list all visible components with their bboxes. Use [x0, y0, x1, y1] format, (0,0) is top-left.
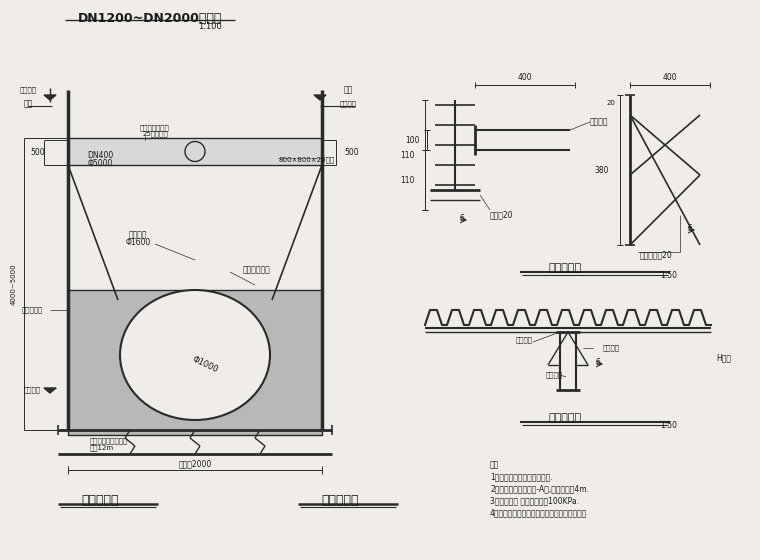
- Text: DN1200~DN2000管支护: DN1200~DN2000管支护: [78, 12, 222, 25]
- Text: 380: 380: [595, 166, 610, 175]
- Text: 110: 110: [400, 151, 414, 160]
- Text: 25号工字钢: 25号工字钢: [142, 130, 168, 137]
- Text: 6: 6: [688, 223, 692, 232]
- Bar: [68, 138, 322, 165]
- Text: H型钢: H型钢: [716, 353, 731, 362]
- Text: 回填素混凝土: 回填素混凝土: [242, 265, 270, 274]
- Text: 地面标高: 地面标高: [20, 87, 36, 94]
- Text: 1:50: 1:50: [660, 421, 677, 430]
- Text: 1:100: 1:100: [198, 21, 222, 30]
- Polygon shape: [314, 95, 326, 100]
- Ellipse shape: [120, 290, 270, 420]
- Text: Φ1000: Φ1000: [191, 355, 220, 375]
- Text: 注：: 注：: [490, 460, 499, 469]
- Text: 800×800×20钢板: 800×800×20钢板: [278, 157, 334, 164]
- Polygon shape: [44, 95, 56, 100]
- Text: 地面标高: 地面标高: [340, 101, 356, 108]
- Text: 1:50: 1:50: [660, 270, 677, 279]
- Text: 开挖深度: 开挖深度: [24, 387, 40, 393]
- Text: 3、管底地基 容许承载力为100KPa.: 3、管底地基 容许承载力为100KPa.: [490, 497, 579, 506]
- Text: 钢板厚20: 钢板厚20: [490, 211, 514, 220]
- Text: 1、本图尺寸单位均以毫米计.: 1、本图尺寸单位均以毫米计.: [490, 473, 553, 482]
- Text: 回填分隔体: 回填分隔体: [21, 307, 43, 313]
- Text: 400: 400: [518, 72, 532, 82]
- Bar: [68, 290, 322, 435]
- Text: DN400: DN400: [87, 151, 113, 160]
- Text: 渐缩钢管: 渐缩钢管: [128, 231, 147, 240]
- Text: 节点大样图: 节点大样图: [549, 413, 581, 423]
- Text: 500: 500: [30, 147, 46, 156]
- Text: 4、管道直径和管、桩距：未标注尺寸按图示。: 4、管道直径和管、桩距：未标注尺寸按图示。: [490, 508, 587, 517]
- Text: 桩长12m: 桩长12m: [90, 445, 114, 451]
- Text: Φ1600: Φ1600: [125, 237, 150, 246]
- Text: 护桩: 护桩: [24, 100, 33, 109]
- Text: 钢管撑排: 钢管撑排: [546, 372, 563, 379]
- Text: 100: 100: [405, 136, 420, 144]
- Text: 翻板钢板: 翻板钢板: [590, 118, 609, 127]
- Text: 2、设计荷载为：城市-A级,道路覆土为4m.: 2、设计荷载为：城市-A级,道路覆土为4m.: [490, 484, 589, 493]
- Text: 热轧拼焊钢板桩支护: 热轧拼焊钢板桩支护: [90, 438, 128, 444]
- Text: 管道工程量: 管道工程量: [81, 493, 119, 506]
- Text: 6: 6: [596, 357, 600, 366]
- Text: 20: 20: [606, 100, 615, 106]
- Text: 400: 400: [663, 72, 677, 82]
- Text: 6: 6: [460, 213, 464, 222]
- Text: 支座焊接: 支座焊接: [516, 337, 533, 343]
- Text: 肋板钢板厚20: 肋板钢板厚20: [640, 250, 673, 259]
- Text: 管径加2000: 管径加2000: [179, 460, 211, 469]
- Text: 支座大样图: 支座大样图: [549, 263, 581, 273]
- Text: 4000~5000: 4000~5000: [11, 263, 17, 305]
- Text: 110: 110: [400, 175, 414, 184]
- Text: 支护工程量: 支护工程量: [321, 493, 359, 506]
- Text: 支撑钢板翼缘宽: 支撑钢板翼缘宽: [140, 125, 170, 131]
- Text: Φ5000: Φ5000: [87, 158, 112, 167]
- Text: 护桩: 护桩: [344, 86, 353, 95]
- Text: 500: 500: [345, 147, 359, 156]
- Text: 三角焊缝: 三角焊缝: [603, 345, 620, 351]
- Polygon shape: [44, 388, 56, 393]
